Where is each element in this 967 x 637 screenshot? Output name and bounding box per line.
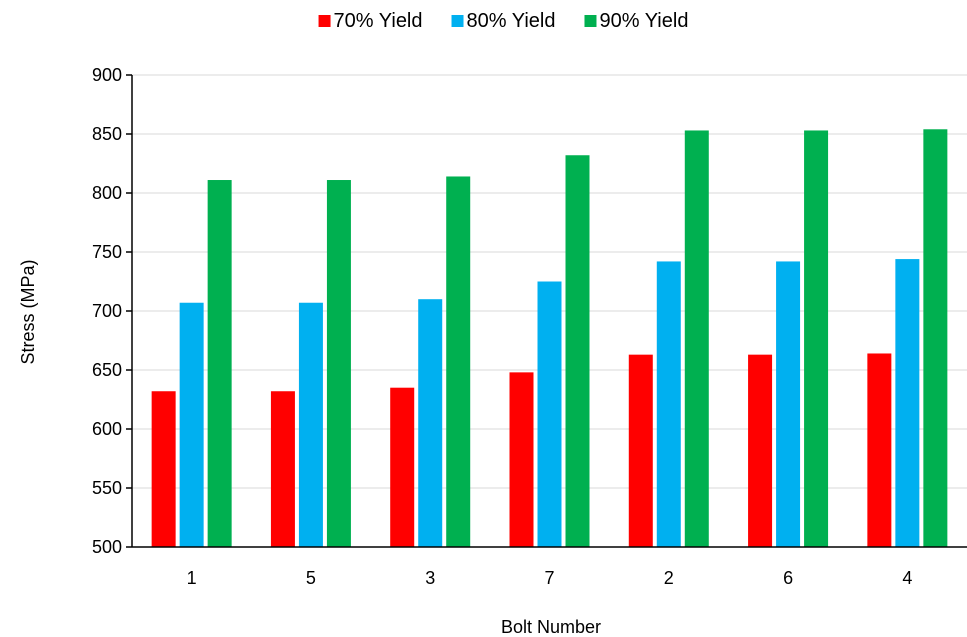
x-tick-label: 6 [783, 568, 793, 588]
bar-70-yield-5 [270, 391, 295, 547]
legend-swatch [318, 15, 331, 27]
bar-90-yield-5 [326, 180, 351, 547]
x-tick-label: 2 [664, 568, 674, 588]
legend-item: 90% Yield [584, 10, 688, 32]
bar-70-yield-6 [748, 354, 773, 547]
x-tick-label: 5 [306, 568, 316, 588]
legend-swatch [451, 15, 464, 27]
bar-70-yield-3 [390, 387, 415, 547]
bars [151, 129, 948, 548]
axes [126, 74, 967, 548]
x-tick-label: 1 [187, 568, 197, 588]
legend-item: 70% Yield [318, 10, 423, 32]
bar-70-yield-1 [151, 391, 176, 547]
y-tick-label: 600 [92, 419, 122, 439]
y-tick-label: 650 [92, 360, 122, 380]
y-tick-label: 800 [92, 183, 122, 203]
bar-80-yield-4 [895, 259, 920, 547]
y-tick-label: 900 [92, 65, 122, 85]
y-tick-label: 700 [92, 301, 122, 321]
bar-90-yield-2 [684, 130, 709, 547]
legend-label: 90% Yield [599, 10, 688, 32]
bar-90-yield-3 [446, 176, 471, 548]
bar-70-yield-7 [509, 372, 534, 547]
tick-labels: 500 550 600 650 700 750 800 850 900 1 5 3 7 2 6 4 [92, 65, 912, 588]
y-tick-label: 750 [92, 242, 122, 262]
x-axis-title: Bolt Number [501, 617, 601, 637]
bar-90-yield-7 [565, 155, 590, 548]
legend-label: 70% Yield [334, 10, 423, 32]
bar-90-yield-4 [923, 129, 948, 547]
bar-90-yield-6 [804, 130, 829, 547]
bar-70-yield-2 [628, 354, 653, 547]
x-tick-label: 4 [902, 568, 912, 588]
bar-80-yield-6 [776, 261, 801, 547]
legend-label: 80% Yield [467, 10, 556, 32]
bar-80-yield-7 [537, 281, 562, 547]
legend-swatch [584, 15, 597, 27]
y-tick-label: 500 [92, 537, 122, 557]
y-tick-label: 550 [92, 478, 122, 498]
bar-80-yield-5 [298, 302, 323, 547]
bar-80-yield-2 [656, 261, 681, 547]
bar-90-yield-1 [207, 180, 232, 547]
y-tick-label: 850 [92, 124, 122, 144]
bar-80-yield-3 [418, 299, 443, 547]
legend: 70% Yield 80% Yield 90% Yield [318, 10, 688, 32]
x-tick-label: 3 [425, 568, 435, 588]
bar-70-yield-4 [867, 353, 892, 547]
legend-item: 80% Yield [451, 10, 556, 32]
y-axis-title: Stress (MPa) [18, 259, 38, 364]
bar-80-yield-1 [179, 302, 204, 547]
x-tick-label: 7 [544, 568, 554, 588]
